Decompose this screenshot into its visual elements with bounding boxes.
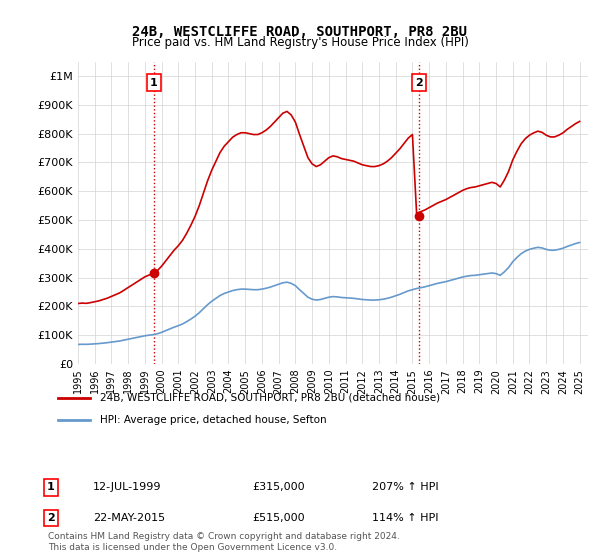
- Text: 1: 1: [47, 482, 55, 492]
- Text: £315,000: £315,000: [252, 482, 305, 492]
- Text: 114% ↑ HPI: 114% ↑ HPI: [372, 513, 439, 523]
- Text: £515,000: £515,000: [252, 513, 305, 523]
- Text: 2: 2: [47, 513, 55, 523]
- Text: 2: 2: [415, 78, 423, 88]
- Text: 207% ↑ HPI: 207% ↑ HPI: [372, 482, 439, 492]
- Text: Contains HM Land Registry data © Crown copyright and database right 2024.
This d: Contains HM Land Registry data © Crown c…: [48, 532, 400, 552]
- Text: HPI: Average price, detached house, Sefton: HPI: Average price, detached house, Seft…: [100, 415, 327, 425]
- Text: 1: 1: [150, 78, 158, 88]
- Text: 22-MAY-2015: 22-MAY-2015: [93, 513, 165, 523]
- Text: 24B, WESTCLIFFE ROAD, SOUTHPORT, PR8 2BU: 24B, WESTCLIFFE ROAD, SOUTHPORT, PR8 2BU: [133, 25, 467, 39]
- Text: 24B, WESTCLIFFE ROAD, SOUTHPORT, PR8 2BU (detached house): 24B, WESTCLIFFE ROAD, SOUTHPORT, PR8 2BU…: [100, 393, 440, 403]
- Text: 12-JUL-1999: 12-JUL-1999: [93, 482, 161, 492]
- Text: Price paid vs. HM Land Registry's House Price Index (HPI): Price paid vs. HM Land Registry's House …: [131, 36, 469, 49]
